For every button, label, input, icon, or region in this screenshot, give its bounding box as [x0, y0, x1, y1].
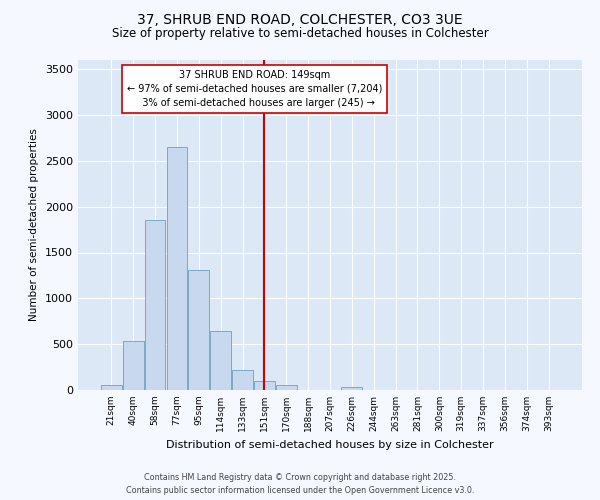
Bar [210, 332, 231, 390]
Bar [167, 147, 187, 390]
Bar [254, 382, 275, 390]
Bar [123, 342, 143, 390]
Bar [188, 270, 209, 390]
Text: 37, SHRUB END ROAD, COLCHESTER, CO3 3UE: 37, SHRUB END ROAD, COLCHESTER, CO3 3UE [137, 12, 463, 26]
Y-axis label: Number of semi-detached properties: Number of semi-detached properties [29, 128, 40, 322]
Bar [341, 387, 362, 390]
X-axis label: Distribution of semi-detached houses by size in Colchester: Distribution of semi-detached houses by … [166, 440, 494, 450]
Bar [145, 220, 166, 390]
Text: Contains HM Land Registry data © Crown copyright and database right 2025.
Contai: Contains HM Land Registry data © Crown c… [126, 474, 474, 495]
Bar [232, 370, 253, 390]
Text: Size of property relative to semi-detached houses in Colchester: Size of property relative to semi-detach… [112, 28, 488, 40]
Bar [276, 386, 296, 390]
Text: 37 SHRUB END ROAD: 149sqm
← 97% of semi-detached houses are smaller (7,204)
   3: 37 SHRUB END ROAD: 149sqm ← 97% of semi-… [127, 70, 382, 108]
Bar [101, 385, 122, 390]
